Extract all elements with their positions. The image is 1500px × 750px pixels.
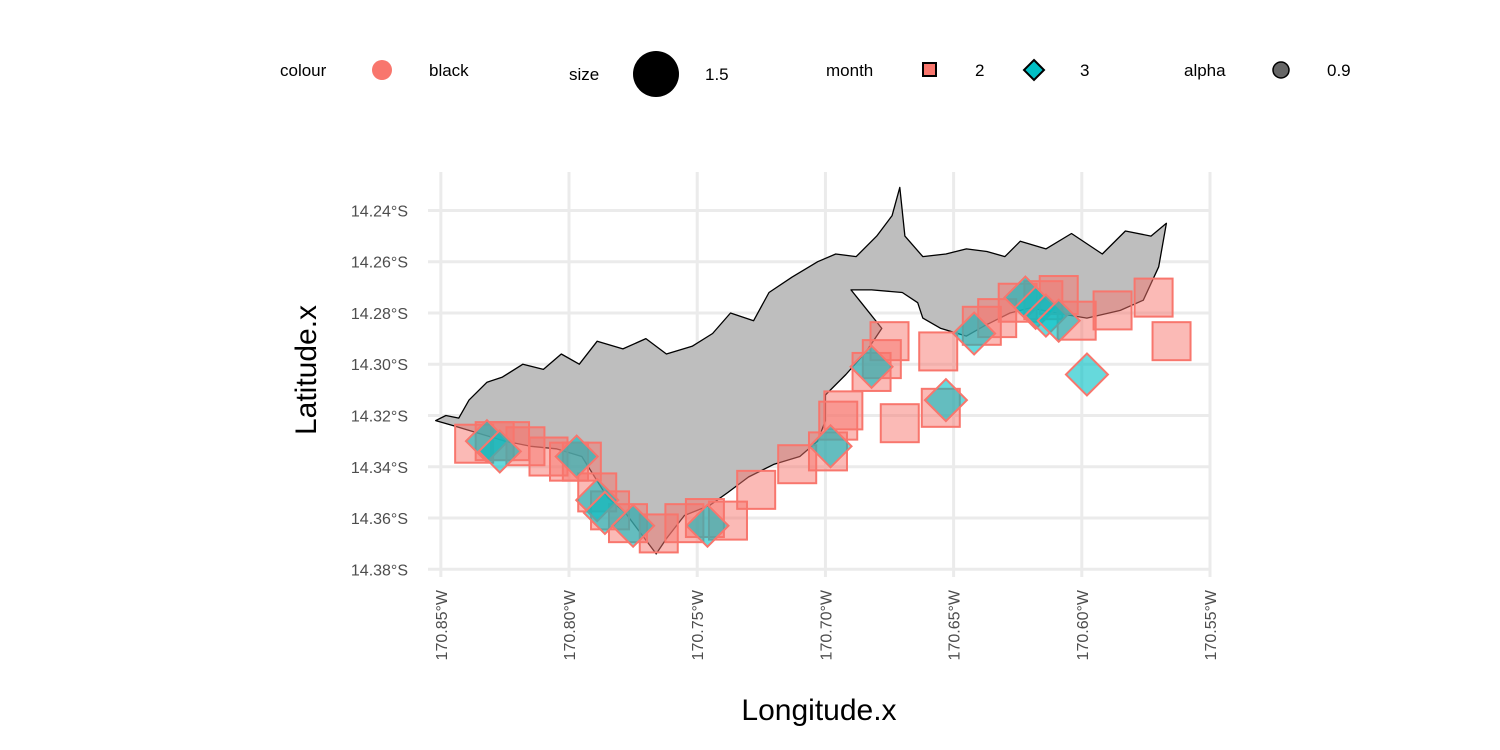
legend-alpha-swatch [1272,61,1290,79]
x-tick-label-5: 170.60°W [1075,589,1092,660]
y-axis-title: Latitude.x [290,305,323,435]
y-tick-label-3: 14.30°S [351,357,408,374]
x-tick-label-2: 170.75°W [690,589,707,660]
legend-month: month 2 3 [826,58,1089,82]
point-month-2-23 [918,331,959,372]
y-tick-label-6: 14.36°S [351,511,408,528]
legend-size-title: size [569,65,599,84]
data-points [454,275,1192,554]
legend-month-label-3: 3 [1080,61,1089,80]
point-month-3-15 [1064,352,1110,397]
y-axis-tick-labels: 14.24°S 14.26°S 14.28°S 14.30°S 14.32°S 14.34… [351,203,408,579]
x-axis-tick-labels: 170.85°W 170.80°W 170.75°W 170.70°W 170.65°W… [434,589,1220,660]
y-tick-label-4: 14.32°S [351,409,408,426]
point-month-3-10 [951,311,997,356]
legend-alpha-title: alpha [1184,61,1226,80]
x-tick-label-0: 170.85°W [434,589,451,660]
x-tick-label-4: 170.65°W [947,589,964,660]
point-month-3-1 [477,428,523,474]
y-tick-label-2: 14.28°S [351,306,408,323]
legend-size: size 1.5 [569,51,729,97]
x-tick-label-1: 170.80°W [562,589,579,660]
point-month-3-5 [610,503,656,549]
legend: colour black size 1.5 month 2 3 alpha 0.… [280,51,1351,97]
point-month-2-33 [1151,321,1192,362]
y-tick-label-0: 14.24°S [351,203,408,220]
legend-month-title: month [826,61,873,80]
point-month-3-7 [808,423,853,469]
y-tick-label-1: 14.26°S [351,255,408,272]
y-tick-label-5: 14.34°S [351,460,408,477]
legend-alpha-label: 0.9 [1327,61,1351,80]
x-tick-label-3: 170.70°W [818,589,835,660]
point-month-2-14 [736,469,777,510]
legend-colour-label: black [429,61,469,80]
y-tick-label-7: 14.38°S [351,562,408,579]
point-month-2-22 [879,403,920,444]
legend-size-label: 1.5 [705,65,729,84]
point-month-3-9 [923,377,969,423]
point-month-2-18 [823,390,864,431]
legend-colour: colour black [280,60,469,80]
point-month-2-31 [1092,290,1133,331]
island-layer [435,186,1168,555]
legend-month-diamond-swatch [1022,58,1046,82]
legend-colour-title: colour [280,61,327,80]
x-axis-title: Longitude.x [741,694,896,727]
legend-month-label-2: 2 [975,61,984,80]
island-shape [435,186,1168,555]
legend-size-swatch [633,51,679,97]
point-month-3-2 [554,434,600,479]
point-month-3-6 [685,503,730,549]
legend-month-square-swatch [922,62,937,77]
point-month-2-32 [1133,277,1174,318]
point-month-3-8 [849,344,894,390]
legend-alpha: alpha 0.9 [1184,61,1351,80]
point-month-3-14 [1036,298,1082,344]
x-tick-label-6: 170.55°W [1203,589,1220,660]
legend-colour-swatch [372,60,392,80]
